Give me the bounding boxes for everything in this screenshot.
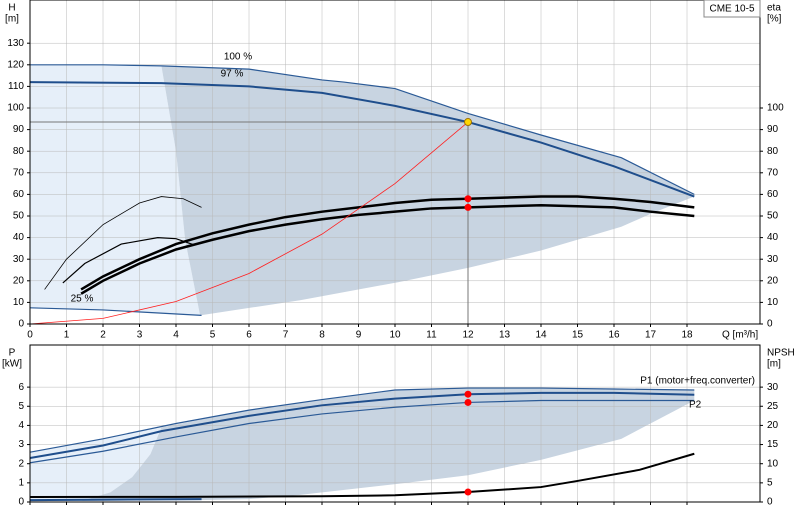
x-tick-label: 16 — [608, 330, 620, 341]
y-unit: [kW] — [2, 359, 22, 370]
y2-tick-label: 30 — [767, 254, 779, 265]
operating-point — [464, 398, 472, 406]
x-tick-label: 9 — [356, 330, 362, 341]
y2-label: eta — [767, 3, 781, 14]
y2-unit: [%] — [767, 14, 782, 25]
curve — [29, 81, 695, 198]
operating-point — [464, 118, 472, 127]
y-tick-label: 70 — [13, 167, 25, 178]
y2-tick-label: 25 — [767, 401, 779, 412]
y2-unit: [m] — [767, 359, 781, 370]
y-tick-label: 4 — [18, 420, 24, 431]
y2-tick-label: 0 — [767, 319, 773, 330]
y2-tick-label: 50 — [767, 211, 779, 222]
operating-point — [464, 195, 472, 203]
x-tick-label: 12 — [462, 330, 474, 341]
x-tick-label: 5 — [210, 330, 216, 341]
x-tick-label: 14 — [535, 330, 547, 341]
curve-label: 97 % — [221, 69, 244, 80]
curve-label: P2 — [689, 400, 702, 411]
curve — [29, 387, 695, 453]
x-tick-label: 0 — [27, 330, 33, 341]
y-tick-label: 6 — [18, 382, 24, 393]
chart-title: CME 10-5 — [709, 4, 754, 15]
x-tick-label: 1 — [64, 330, 70, 341]
y2-tick-label: 90 — [767, 124, 779, 135]
y-tick-label: 80 — [13, 146, 25, 157]
x-tick-label: 11 — [426, 330, 437, 341]
y-tick-label: 110 — [8, 81, 24, 92]
y2-tick-label: 70 — [767, 167, 779, 178]
y2-tick-label: 20 — [767, 420, 779, 431]
operating-point — [464, 390, 472, 398]
curve — [62, 236, 195, 284]
y-unit: [m] — [5, 14, 19, 25]
plot-frame — [29, 0, 761, 325]
y-tick-label: 10 — [13, 297, 25, 308]
y-tick-label: 2 — [18, 458, 24, 469]
operating-point — [464, 203, 472, 211]
y2-tick-label: 5 — [767, 477, 773, 488]
curve — [29, 121, 469, 325]
x-tick-label: 17 — [645, 330, 657, 341]
y-tick-label: 0 — [18, 497, 24, 508]
curve — [29, 399, 695, 464]
x-tick-label: 4 — [173, 330, 179, 341]
y-tick-label: 0 — [18, 319, 24, 330]
curve — [29, 307, 202, 316]
curve — [30, 64, 695, 195]
y2-label: NPSH — [767, 348, 795, 359]
x-tick-label: 10 — [389, 330, 401, 341]
x-tick-label: 2 — [100, 330, 106, 341]
operating-area — [161, 65, 695, 316]
x-tick-label: 18 — [681, 330, 693, 341]
y-tick-label: 130 — [7, 38, 24, 49]
curve — [80, 203, 695, 295]
y-tick-label: 3 — [18, 439, 24, 450]
x-tick-label: 6 — [246, 330, 252, 341]
y-tick-label: 120 — [7, 59, 24, 70]
x-tick-label: 8 — [319, 330, 325, 341]
y2-tick-label: 20 — [767, 275, 779, 286]
x-tick-label: 13 — [499, 330, 511, 341]
curve — [29, 391, 695, 459]
y-tick-label: 30 — [13, 254, 25, 265]
curve-label: 25 % — [71, 294, 94, 305]
y2-tick-label: 60 — [767, 189, 779, 200]
y2-tick-label: 15 — [767, 439, 779, 450]
y2-tick-label: 100 — [767, 103, 784, 114]
y2-tick-label: 0 — [767, 497, 773, 508]
x-tick-label: 15 — [572, 330, 584, 341]
title-box — [703, 0, 761, 18]
y2-tick-label: 80 — [767, 146, 779, 157]
y2-tick-label: 10 — [767, 297, 779, 308]
curve — [80, 195, 695, 291]
y-tick-label: 40 — [13, 232, 25, 243]
operating-point — [464, 488, 472, 496]
y-label: P — [9, 348, 16, 359]
y-tick-label: 100 — [7, 103, 24, 114]
plot-frame — [29, 344, 761, 503]
curve-label: 100 % — [224, 52, 252, 63]
curve-label: P1 (motor+freq.converter) — [640, 376, 755, 387]
y2-tick-label: 10 — [767, 458, 779, 469]
curve — [44, 196, 202, 290]
y-tick-label: 60 — [13, 189, 25, 200]
y-tick-label: 90 — [13, 124, 25, 135]
y-tick-label: 50 — [13, 211, 25, 222]
x-label: Q [m³/h] — [722, 330, 758, 341]
y-tick-label: 20 — [13, 275, 25, 286]
y2-tick-label: 30 — [767, 382, 779, 393]
y-tick-label: 5 — [18, 401, 24, 412]
y2-tick-label: 40 — [767, 232, 779, 243]
y-tick-label: 1 — [18, 477, 24, 488]
x-tick-label: 3 — [137, 330, 143, 341]
x-tick-label: 7 — [283, 330, 289, 341]
curve — [29, 498, 202, 502]
y-label: H — [8, 3, 15, 14]
